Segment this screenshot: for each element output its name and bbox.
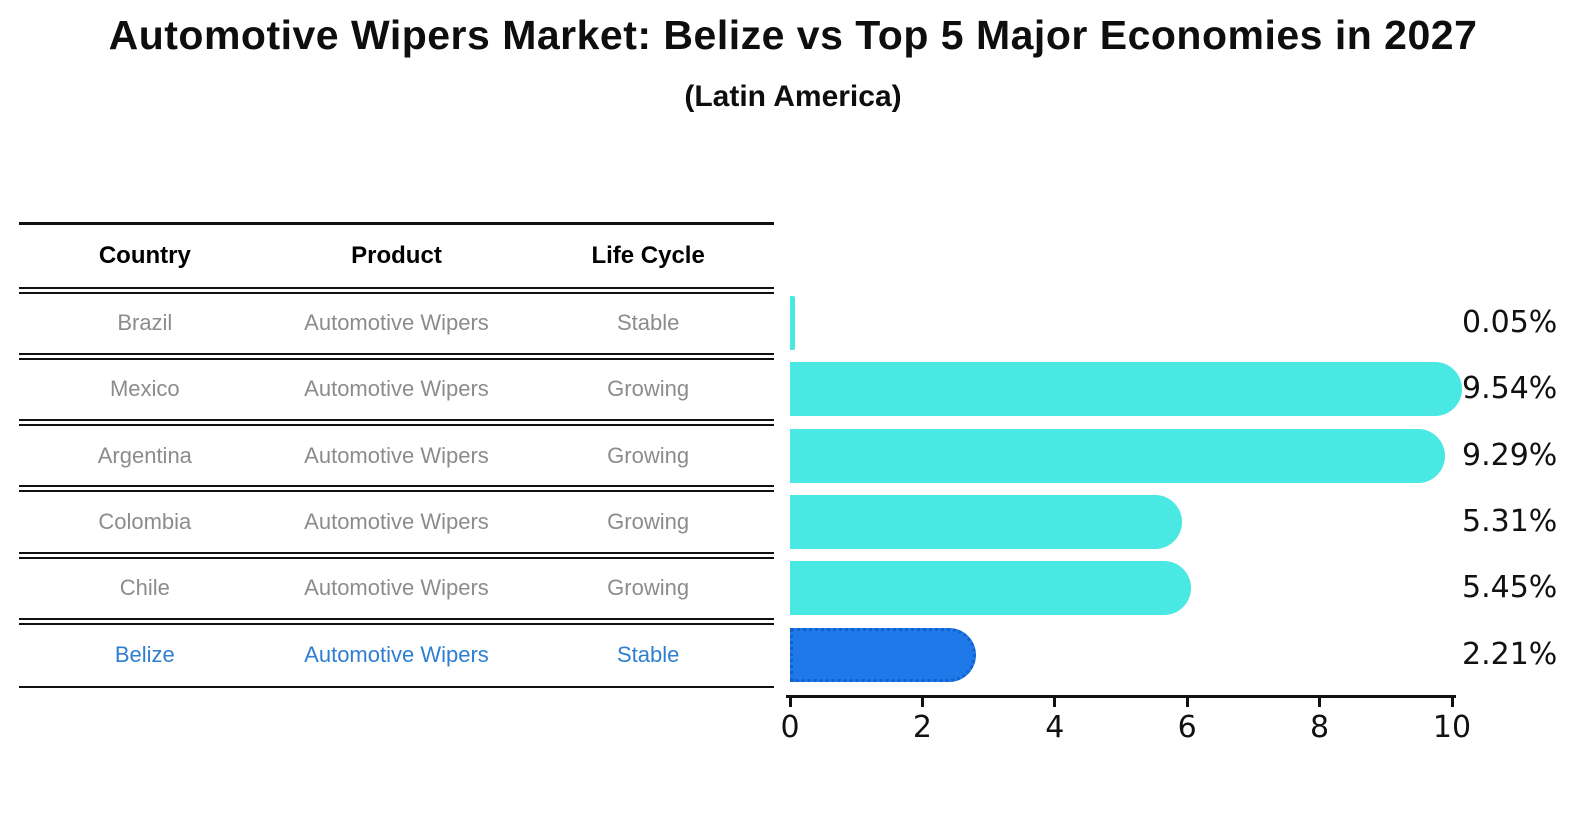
x-axis-tick-label: 6 xyxy=(1177,710,1197,745)
table-row: Argentina Automotive Wipers Growing xyxy=(19,423,774,489)
data-table: Country Product Life Cycle Brazil Automotive… xyxy=(19,222,774,688)
x-axis-tick xyxy=(920,698,924,707)
x-axis-tick-label: 2 xyxy=(912,710,932,745)
table-row: Mexico Automotive Wipers Growing xyxy=(19,356,774,422)
x-axis-tick xyxy=(1450,698,1454,707)
table-row: Chile Automotive Wipers Growing xyxy=(19,555,774,621)
value-label: 5.31% xyxy=(1462,503,1558,539)
cell-product: Automotive Wipers xyxy=(304,376,489,402)
cell-country: Mexico xyxy=(109,376,180,402)
cell-country: Colombia xyxy=(98,509,192,535)
table-row: Belize Automotive Wipers Stable xyxy=(19,622,774,688)
cell-product: Automotive Wipers xyxy=(304,442,489,468)
value-label: 0.05% xyxy=(1462,305,1558,340)
table-separator xyxy=(19,419,774,427)
x-axis-tick xyxy=(1053,698,1057,707)
cell-product: Automotive Wipers xyxy=(304,575,489,601)
chart-subtitle: (Latin America) xyxy=(684,80,902,113)
table-header-life-cycle: Life Cycle xyxy=(591,242,705,269)
bar-mexico xyxy=(790,362,1462,417)
table-separator xyxy=(19,618,774,625)
table-separator xyxy=(19,551,774,559)
cell-country: Chile xyxy=(119,575,170,601)
cell-product: Automotive Wipers xyxy=(304,509,489,535)
cell-product: Automotive Wipers xyxy=(304,310,489,336)
value-label: 2.21% xyxy=(1462,636,1558,672)
cell-life-cycle: Growing xyxy=(607,376,690,402)
cell-country: Brazil xyxy=(117,310,173,336)
table-bottom-line xyxy=(19,686,774,688)
x-axis-tick-label: 8 xyxy=(1310,710,1330,745)
table-header-country: Country xyxy=(98,242,191,269)
x-axis-tick xyxy=(1318,698,1322,707)
cell-country: Argentina xyxy=(97,442,192,468)
cell-country: Belize xyxy=(114,641,175,667)
value-label: 9.29% xyxy=(1462,437,1558,473)
table-header-row: Country Product Life Cycle xyxy=(19,222,774,290)
bar-chile xyxy=(790,561,1191,616)
x-axis-tick-label: 10 xyxy=(1432,710,1472,745)
bar-plot: 0.05% 9.54% 9.29% 5.31% 5.45% 2.21% 0 2 4 6 8 10 xyxy=(780,290,1586,770)
value-label: 5.45% xyxy=(1462,570,1558,606)
table-separator xyxy=(19,485,774,493)
value-label: 9.54% xyxy=(1462,371,1558,407)
cell-life-cycle: Stable xyxy=(616,310,680,336)
cell-life-cycle: Growing xyxy=(607,509,690,535)
cell-life-cycle: Growing xyxy=(607,442,690,468)
cell-life-cycle: Growing xyxy=(607,575,690,601)
table-header-product: Product xyxy=(351,242,442,269)
table-row: Brazil Automotive Wipers Stable xyxy=(19,290,774,356)
x-axis-tick xyxy=(788,698,792,707)
bar-brazil xyxy=(790,296,795,350)
bar-belize xyxy=(790,627,977,682)
x-axis-tick-label: 4 xyxy=(1045,710,1065,745)
x-axis-line xyxy=(786,695,1456,698)
table-row: Colombia Automotive Wipers Growing xyxy=(19,489,774,555)
table-separator xyxy=(19,352,774,360)
chart-title: Automotive Wipers Market: Belize vs Top … xyxy=(108,12,1478,58)
table-separator xyxy=(19,286,774,294)
table-top-line xyxy=(19,222,774,225)
bar-colombia xyxy=(790,494,1182,549)
cell-product: Automotive Wipers xyxy=(304,641,489,667)
cell-life-cycle: Stable xyxy=(616,641,680,667)
x-axis-tick-label: 0 xyxy=(780,710,800,745)
x-axis-tick xyxy=(1185,698,1189,707)
bar-argentina xyxy=(790,428,1445,483)
